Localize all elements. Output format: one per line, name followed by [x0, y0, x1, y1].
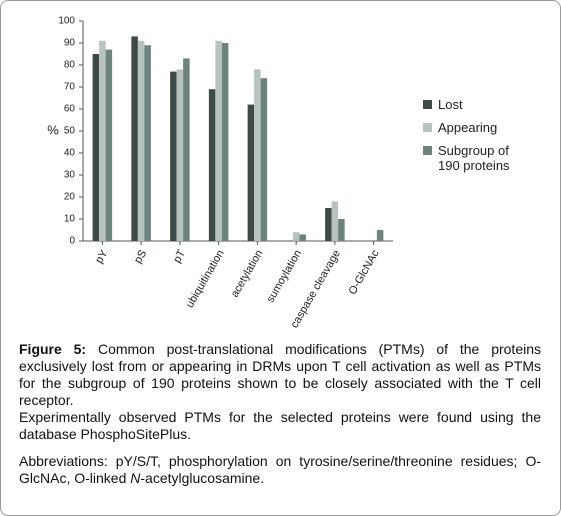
caption: Figure 5: Common post-translational modi…: [19, 341, 541, 487]
abbrev-text: -acetylglucosamine.: [140, 470, 265, 486]
y-tick-label: 10: [64, 214, 76, 225]
bar: [131, 36, 138, 242]
y-tick-label: 70: [64, 82, 76, 93]
y-tick-label: 60: [64, 104, 76, 115]
legend: Lost Appearing Subgroup of 190 proteins: [423, 97, 533, 181]
y-tick-label: 0: [69, 236, 75, 247]
x-tick-label: sumoylation: [264, 248, 304, 305]
bar: [260, 78, 268, 241]
legend-item: Subgroup of 190 proteins: [423, 143, 533, 173]
bar: [208, 89, 216, 241]
x-tick-label: ubiquitination: [184, 248, 227, 310]
legend-label: Subgroup of 190 proteins: [438, 143, 510, 173]
bar: [254, 69, 261, 242]
y-tick-label: 100: [58, 16, 75, 27]
y-tick-label: 80: [64, 60, 76, 71]
bar: [215, 40, 222, 241]
legend-label: Lost: [438, 97, 463, 112]
caption-text: Common post-translational modifications …: [19, 341, 541, 408]
abbrev-text: Abbreviations: pY/S/T, phosphorylation o…: [19, 453, 541, 486]
bar: [183, 58, 190, 242]
bar: [170, 71, 177, 241]
legend-item: Lost: [423, 97, 533, 112]
bar: [92, 54, 100, 241]
x-tick-label: pS: [132, 248, 149, 266]
caption-paragraph: Figure 5: Common post-translational modi…: [19, 341, 541, 409]
y-axis-label: %: [47, 122, 59, 137]
bar: [331, 201, 339, 241]
abbrev-italic: N: [130, 470, 141, 486]
legend-label: Appearing: [438, 120, 498, 135]
y-tick-label: 20: [64, 192, 76, 203]
bar: [292, 232, 300, 241]
y-tick-label: 40: [64, 148, 76, 159]
caption-paragraph: Experimentally observed PTMs for the sel…: [19, 409, 541, 443]
abbreviations: Abbreviations: pY/S/T, phosphorylation o…: [19, 453, 541, 487]
bar: [338, 219, 345, 241]
legend-swatch: [423, 100, 432, 109]
legend-swatch: [423, 123, 432, 132]
legend-swatch: [423, 146, 432, 155]
x-tick-label: pY: [93, 247, 110, 265]
x-tick-label: O-GlcNAc: [347, 248, 382, 297]
y-tick-label: 50: [64, 126, 76, 137]
bar: [137, 40, 145, 241]
bar: [176, 69, 184, 242]
bar: [105, 49, 113, 241]
legend-item: Appearing: [423, 120, 533, 135]
bar: [247, 104, 255, 241]
bar: [99, 40, 106, 241]
bar: [325, 208, 332, 241]
bar: [221, 43, 229, 241]
caption-label: Figure 5:: [19, 341, 87, 357]
y-tick-label: 90: [64, 38, 76, 49]
x-tick-label: acetylation: [229, 248, 266, 300]
x-tick-label: pT: [171, 248, 188, 265]
bar: [299, 234, 306, 241]
y-tick-label: 30: [64, 170, 76, 181]
bar: [376, 230, 384, 241]
bar: [144, 45, 151, 242]
caption-text: Experimentally observed PTMs for the sel…: [19, 409, 541, 442]
chart: % 0 10 20 30 40 50 60 70 80 90 100 pY pS pTubiquitina…: [47, 16, 393, 330]
